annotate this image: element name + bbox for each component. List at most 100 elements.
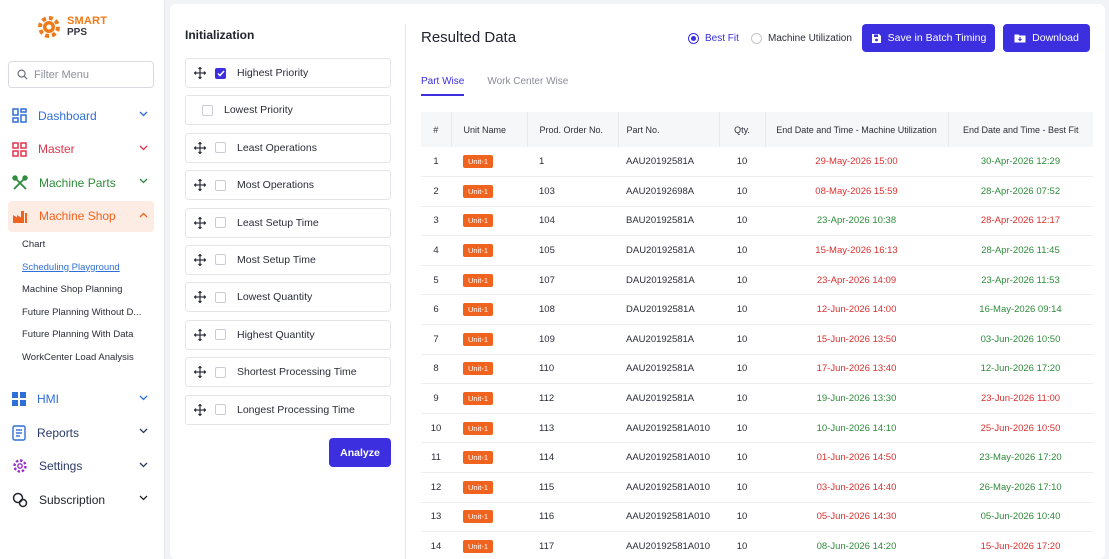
drag-move-icon[interactable] — [194, 403, 206, 416]
priority-rule-row[interactable]: Lowest Quantity — [185, 282, 391, 313]
logo-line1: SMART — [67, 15, 108, 27]
submenu-item-scheduling-playground[interactable]: Scheduling Playground — [22, 261, 120, 273]
cell-end-best-fit: 30-Apr-2026 12:29 — [980, 156, 1061, 168]
cell-end-best-fit: 05-Jun-2026 10:40 — [980, 511, 1061, 523]
sidebar-item-dashboard[interactable]: Dashboard — [8, 100, 154, 131]
priority-rule-label: Lowest Priority — [224, 104, 293, 117]
drag-move-icon[interactable] — [194, 141, 206, 154]
priority-checkbox[interactable] — [215, 329, 226, 341]
drag-move-icon[interactable] — [194, 291, 206, 304]
save-batch-timing-button[interactable]: Save in Batch Timing — [862, 24, 995, 52]
radio-circle[interactable] — [751, 33, 762, 44]
cell-end-machine-utilization: 12-Jun-2026 14:00 — [816, 304, 897, 316]
cell-prod-order: 1 — [539, 156, 545, 168]
priority-rule-row[interactable]: Least Operations — [185, 132, 391, 163]
gear-logo-icon — [38, 16, 60, 38]
table-row: 11 Unit-1 114 AAU20192581A010 10 01-Jun-2026 … — [421, 443, 1093, 473]
table-row: 7 Unit-1 109 AAU20192581A 10 15-Jun-2026 13:5… — [421, 325, 1093, 355]
drag-move-icon[interactable] — [194, 216, 206, 229]
cell-qty: 10 — [736, 333, 748, 345]
sidebar-item-machine-parts[interactable]: Machine Parts — [8, 167, 154, 198]
drag-move-icon[interactable] — [194, 67, 206, 79]
cell-qty: 10 — [736, 363, 748, 375]
logo[interactable]: SMART PPS — [34, 12, 107, 42]
sidebar-item-master[interactable]: Master — [8, 134, 154, 165]
priority-rule-row[interactable]: Shortest Processing Time — [185, 357, 391, 388]
cell-index: 14 — [430, 541, 442, 553]
radio-circle-selected[interactable] — [688, 33, 699, 44]
save-batch-timing-label: Save in Batch Timing — [887, 32, 987, 44]
cell-prod-order: 108 — [539, 304, 555, 316]
cell-qty: 10 — [736, 541, 748, 553]
sidebar-item-reports[interactable]: Reports — [8, 417, 154, 448]
cell-part-no: BAU20192581A — [626, 215, 695, 227]
drag-move-icon[interactable] — [194, 253, 206, 266]
priority-rule-label: Highest Quantity — [237, 328, 315, 341]
check-icon — [216, 70, 225, 77]
drag-move-icon[interactable] — [194, 179, 206, 192]
priority-rule-row[interactable]: Most Operations — [185, 170, 391, 201]
priority-checkbox[interactable] — [215, 366, 226, 378]
cell-end-best-fit: 23-Apr-2026 11:53 — [981, 274, 1060, 286]
drag-move-icon[interactable] — [194, 328, 206, 341]
resulted-data-title: Resulted Data — [421, 29, 517, 46]
priority-checkbox[interactable] — [215, 67, 226, 79]
submenu-item-machine-shop-planning[interactable]: Machine Shop Planning — [22, 284, 123, 296]
cell-end-machine-utilization: 05-Jun-2026 14:30 — [816, 511, 897, 523]
table-row: 5 Unit-1 107 DAU20192581A 10 23-Apr-2026 14:0… — [421, 265, 1093, 295]
submenu-item-future-planning-with-data[interactable]: Future Planning With Data — [22, 329, 134, 341]
priority-checkbox[interactable] — [215, 217, 226, 229]
unit-badge: Unit-1 — [463, 303, 494, 317]
priority-rule-row[interactable]: Most Setup Time — [185, 244, 391, 275]
cell-end-machine-utilization: 15-Jun-2026 13:50 — [816, 333, 897, 345]
sidebar-item-label: Reports — [37, 425, 80, 440]
cell-end-best-fit: 16-May-2026 09:14 — [979, 304, 1062, 316]
priority-rule-label: Most Setup Time — [237, 253, 316, 266]
cell-prod-order: 104 — [539, 215, 555, 227]
priority-rule-row[interactable]: Lowest Priority — [185, 95, 391, 126]
sidebar-item-machine-shop[interactable]: Machine Shop — [8, 200, 154, 232]
tab-part-wise[interactable]: Part Wise — [421, 76, 465, 96]
cell-end-machine-utilization: 10-Jun-2026 14:10 — [816, 422, 897, 434]
radio-best-fit[interactable]: Best Fit — [688, 33, 739, 44]
cell-qty: 10 — [736, 274, 748, 286]
table-row: 12 Unit-1 115 AAU20192581A010 10 03-Jun-2026 … — [421, 473, 1093, 503]
result-tabs: Part Wise Work Center Wise — [421, 76, 591, 96]
download-folder-icon — [1014, 34, 1026, 43]
sidebar-item-subscription[interactable]: Subscription — [8, 484, 154, 515]
cell-end-machine-utilization: 29-May-2026 15:00 — [815, 156, 898, 168]
priority-rule-row[interactable]: Highest Quantity — [185, 319, 391, 350]
priority-checkbox[interactable] — [215, 179, 226, 191]
cell-part-no: AAU20192698A — [626, 185, 695, 197]
download-button[interactable]: Download — [1003, 24, 1090, 52]
analyze-button[interactable]: Analyze — [329, 438, 391, 467]
priority-rule-row[interactable]: Highest Priority — [185, 58, 391, 88]
cell-prod-order: 103 — [539, 185, 555, 197]
priority-checkbox[interactable] — [215, 142, 226, 154]
priority-checkbox[interactable] — [202, 104, 213, 116]
cell-part-no: AAU20192581A010 — [626, 422, 710, 434]
priority-checkbox[interactable] — [215, 291, 226, 303]
priority-rule-row[interactable]: Least Setup Time — [185, 207, 391, 238]
submenu-item-workcenter-load-analysis[interactable]: WorkCenter Load Analysis — [22, 351, 134, 363]
cell-end-best-fit: 23-May-2026 17:20 — [979, 452, 1062, 464]
filter-menu-input[interactable] — [34, 68, 144, 81]
table-row: 6 Unit-1 108 DAU20192581A 10 12-Jun-2026 14:0… — [421, 295, 1093, 325]
submenu-item-future-planning-without-data[interactable]: Future Planning Without D... — [22, 306, 142, 318]
priority-checkbox[interactable] — [215, 254, 226, 266]
column-header-unit-name: Unit Name — [451, 112, 528, 147]
chevron-down-icon — [139, 395, 148, 400]
priority-rule-row[interactable]: Longest Processing Time — [185, 394, 391, 425]
submenu-item-chart[interactable]: Chart — [22, 239, 46, 250]
tab-work-center-wise[interactable]: Work Center Wise — [487, 76, 569, 87]
sidebar-item-settings[interactable]: Settings — [8, 451, 154, 482]
cell-part-no: AAU20192581A — [626, 363, 695, 375]
drag-move-icon[interactable] — [194, 366, 206, 379]
cell-end-machine-utilization: 15-May-2026 16:13 — [815, 245, 898, 257]
radio-machine-utilization[interactable]: Machine Utilization — [751, 33, 852, 44]
filter-menu-box — [8, 61, 154, 88]
priority-checkbox[interactable] — [215, 404, 226, 416]
cell-end-machine-utilization: 03-Jun-2026 14:40 — [816, 481, 897, 493]
cell-part-no: DAU20192581A — [626, 304, 695, 316]
sidebar-item-hmi[interactable]: HMI — [8, 384, 154, 415]
